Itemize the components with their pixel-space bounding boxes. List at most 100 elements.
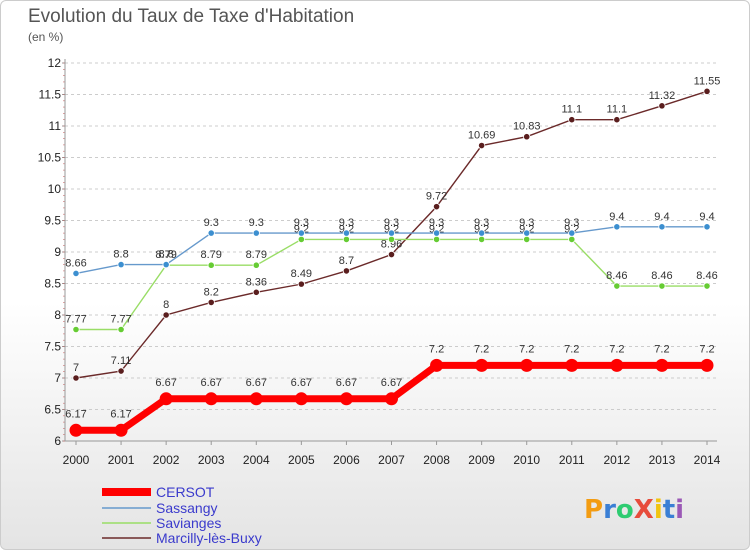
- x-tick-label: 2010: [513, 453, 540, 467]
- data-point: [117, 325, 125, 334]
- data-label: 7.11: [111, 355, 132, 367]
- y-tick-label: 7.5: [44, 340, 61, 354]
- data-label: 9.4: [609, 211, 624, 223]
- data-label: 8.8: [158, 249, 173, 261]
- data-point: [568, 229, 576, 237]
- y-tick-label: 10.5: [38, 151, 62, 165]
- data-point: [249, 392, 263, 406]
- data-label: 9.2: [294, 223, 309, 235]
- data-label: 6.17: [65, 408, 86, 420]
- data-point: [297, 280, 305, 288]
- data-point: [565, 358, 579, 372]
- data-point: [207, 229, 215, 237]
- x-tick-label: 2014: [694, 453, 721, 467]
- data-label: 9.2: [429, 223, 444, 235]
- data-label: 8: [163, 299, 169, 311]
- data-label: 9.2: [519, 223, 534, 235]
- data-point: [523, 133, 531, 141]
- x-tick-label: 2003: [198, 453, 225, 467]
- data-label: 7.2: [609, 343, 624, 355]
- data-point: [568, 235, 576, 243]
- legend-label: Marcilly-lès-Buxy: [156, 530, 262, 546]
- data-point: [523, 229, 531, 237]
- data-point: [159, 392, 173, 406]
- data-point: [162, 311, 170, 319]
- y-tick-label: 8.5: [44, 277, 61, 291]
- y-tick-label: 8: [54, 308, 61, 322]
- data-label: 9.3: [339, 217, 354, 229]
- data-label: 8.8: [113, 249, 128, 261]
- x-tick-label: 2002: [153, 453, 180, 467]
- data-label: 7.2: [474, 343, 489, 355]
- data-point: [387, 229, 396, 237]
- logo-letter: X: [634, 495, 654, 525]
- data-label: 6.67: [336, 377, 357, 389]
- y-tick-label: 11.5: [39, 88, 62, 102]
- series-layer: 7 7.11 8 8.2 8.36 8.49 8.7 8.96 9.72 10.69 10.83 11…: [65, 75, 721, 437]
- data-label: 9.3: [474, 217, 489, 229]
- data-point: [703, 282, 711, 290]
- data-point: [252, 261, 260, 269]
- data-point: [72, 374, 80, 382]
- x-tick-label: 2013: [649, 453, 676, 467]
- data-point: [478, 141, 486, 150]
- data-point: [432, 229, 441, 237]
- data-point: [342, 229, 351, 237]
- data-label: 7: [73, 362, 79, 374]
- data-label: 11.32: [649, 90, 676, 102]
- data-point: [117, 260, 125, 269]
- data-point: [658, 102, 666, 110]
- logo-letter: i: [654, 495, 663, 525]
- data-point: [478, 229, 486, 237]
- x-tick-label: 2009: [468, 453, 495, 467]
- series-sassangy: 8.66 8.8 8.8 9.3 9.3 9.3 9.3 9.3 9.3 9.3 9.3 9.3 9.4…: [65, 211, 715, 278]
- series-marcilly-l-s-buxy: 7 7.11 8 8.2 8.36 8.49 8.7 8.96 9.72 10.69 10.83 11…: [72, 75, 721, 382]
- data-point: [613, 282, 621, 290]
- logo-letter: o: [616, 495, 634, 525]
- data-label: 7.2: [654, 343, 669, 355]
- data-label: 9.3: [204, 217, 219, 229]
- legend-label: Sassangy: [156, 500, 217, 516]
- data-point: [162, 260, 170, 269]
- y-tick-label: 10: [48, 182, 62, 196]
- data-label: 9.3: [294, 217, 309, 229]
- x-tick-label: 2011: [559, 453, 585, 467]
- data-point: [294, 392, 308, 406]
- x-tick-label: 2000: [63, 453, 90, 467]
- y-tick-label: 12: [48, 56, 62, 70]
- y-tick-label: 11: [49, 119, 62, 133]
- data-label: 7.2: [564, 343, 579, 355]
- chart-title: Evolution du Taux de Taxe d'Habitation: [28, 6, 355, 27]
- data-label: 8.79: [201, 249, 222, 261]
- data-label: 8.96: [381, 239, 402, 251]
- data-point: [385, 392, 398, 406]
- data-point: [658, 223, 666, 231]
- data-point: [703, 223, 711, 231]
- data-point: [204, 392, 218, 406]
- data-label: 7.2: [519, 343, 534, 355]
- y-tick-label: 6: [54, 434, 61, 448]
- x-tick-label: 2007: [378, 453, 405, 467]
- x-tick-label: 2008: [423, 453, 450, 467]
- data-label: 6.17: [110, 408, 131, 420]
- chart-unit: (en %): [28, 30, 64, 44]
- data-label: 9.2: [384, 223, 399, 235]
- data-label: 9.3: [384, 217, 399, 229]
- data-point: [610, 358, 624, 372]
- y-tick-label: 6.5: [44, 403, 61, 417]
- data-point: [432, 203, 441, 211]
- data-label: 9.2: [474, 223, 489, 235]
- data-point: [523, 235, 531, 243]
- data-label: 8.46: [606, 270, 627, 282]
- data-point: [69, 423, 83, 437]
- data-label: 9.4: [654, 211, 669, 223]
- logo-letter: i: [675, 495, 684, 525]
- data-label: 7.77: [110, 313, 131, 325]
- data-point: [475, 358, 489, 372]
- data-label: 8.46: [651, 270, 672, 282]
- data-label: 11.1: [607, 104, 628, 116]
- data-point: [72, 325, 80, 334]
- data-label: 11.55: [694, 75, 721, 87]
- data-point: [72, 269, 80, 278]
